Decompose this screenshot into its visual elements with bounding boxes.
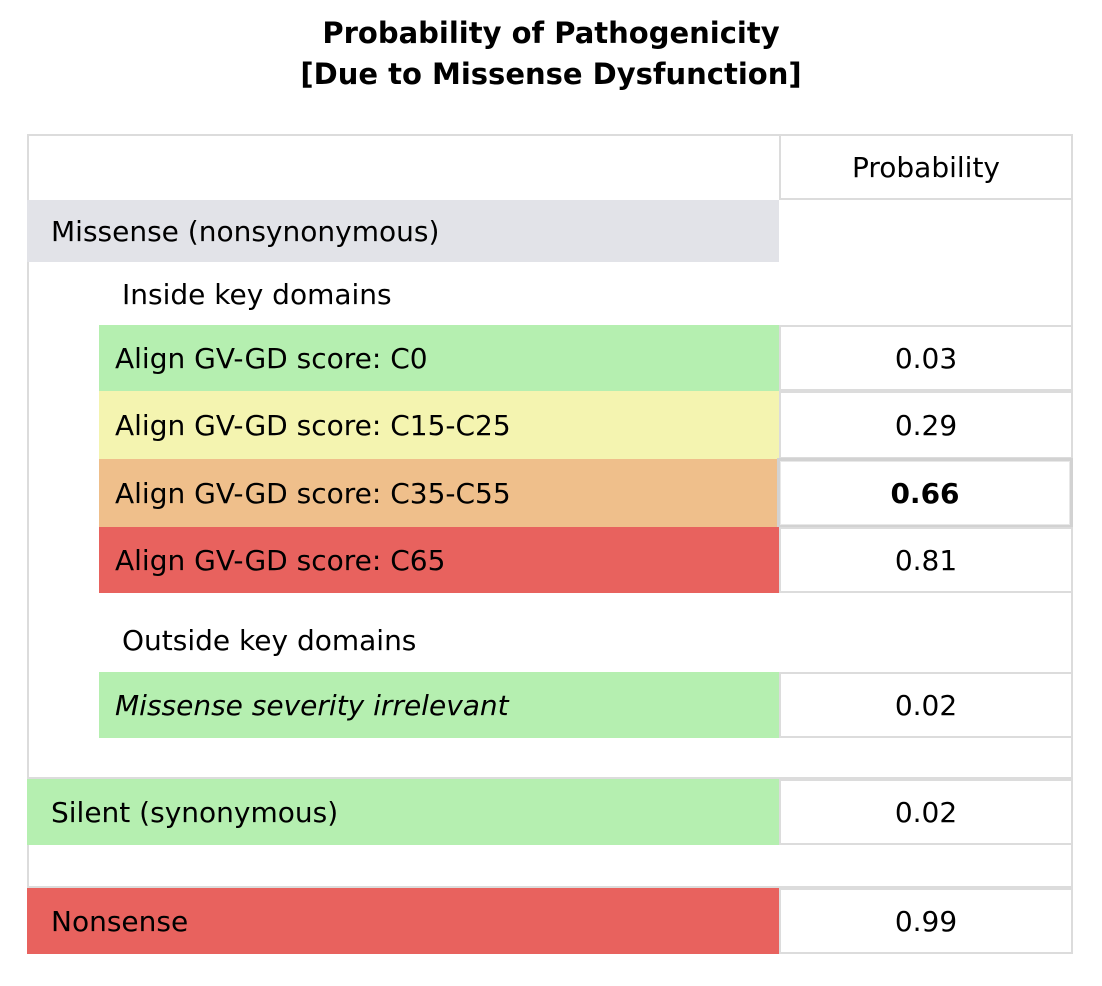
silent-row-label: Silent (synonymous) — [27, 779, 779, 845]
missense-irrelevant-value[interactable]: 0.02 — [779, 672, 1073, 738]
score-row-c0-value[interactable]: 0.03 — [779, 325, 1073, 391]
missense-irrelevant-label: Missense severity irrelevant — [99, 672, 779, 738]
silent-row-value[interactable]: 0.02 — [779, 779, 1073, 845]
missense-section-header: Missense (nonsynonymous) — [27, 200, 779, 262]
probability-header: Probability — [779, 134, 1073, 200]
page-subtitle: [Due to Missense Dysfunction] — [300, 57, 802, 91]
outside-key-domains-label: Outside key domains — [122, 623, 417, 657]
score-row-c35-c55-label: Align GV-GD score: C35-C55 — [99, 459, 779, 527]
inside-key-domains-label: Inside key domains — [122, 277, 392, 311]
nonsense-row-label: Nonsense — [27, 888, 779, 954]
score-row-c0-label: Align GV-GD score: C0 — [99, 325, 779, 391]
section-divider — [27, 886, 1073, 888]
score-row-c65-value[interactable]: 0.81 — [779, 527, 1073, 593]
page-title: Probability of Pathogenicity — [322, 16, 780, 50]
score-row-c65-label: Align GV-GD score: C65 — [99, 527, 779, 593]
score-row-c35-c55-value[interactable]: 0.66 — [777, 458, 1073, 528]
nonsense-row-value[interactable]: 0.99 — [779, 888, 1073, 954]
score-row-c15-c25-label: Align GV-GD score: C15-C25 — [99, 391, 779, 459]
section-divider — [27, 777, 1073, 779]
score-row-c15-c25-value[interactable]: 0.29 — [779, 391, 1073, 459]
